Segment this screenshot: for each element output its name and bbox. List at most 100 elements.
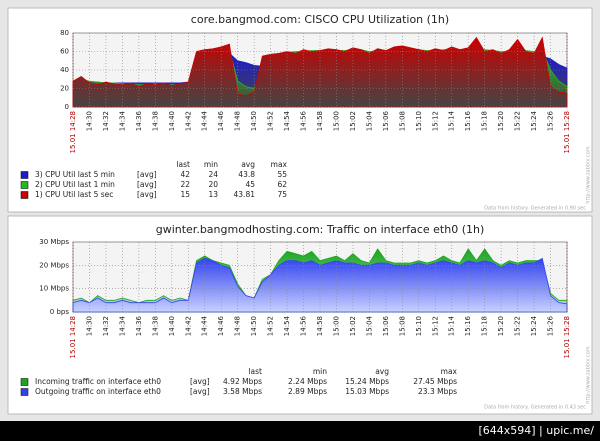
- legend-function: [avg]: [137, 190, 157, 199]
- legend-stat: 75: [277, 190, 287, 199]
- legend-stat: 24: [208, 170, 218, 179]
- legend-function: [avg]: [137, 170, 157, 179]
- legend-function: [avg]: [137, 180, 157, 189]
- x-tick-label: 15:24: [530, 315, 538, 336]
- x-tick-label: 14:52: [267, 111, 275, 131]
- legend-function: [avg]: [190, 387, 210, 396]
- legend-stat: 27.45 Mbps: [413, 377, 457, 386]
- x-tick-label: 15:08: [398, 316, 406, 336]
- legend-header: max: [271, 160, 288, 169]
- x-tick-label: 15:22: [514, 111, 522, 131]
- legend-header: last: [248, 367, 262, 376]
- x-tick-label: 15:26: [547, 315, 555, 336]
- legend-stat: 23.3 Mbps: [418, 387, 457, 396]
- x-tick-label: 14:48: [234, 111, 242, 131]
- y-tick-label: 0: [65, 103, 69, 111]
- chart-title: gwinter.bangmodhosting.com: Traffic on i…: [156, 223, 485, 236]
- x-tick-label: 14:50: [250, 316, 258, 336]
- x-tick-label: 15:10: [415, 316, 423, 336]
- legend-swatch: [20, 378, 29, 386]
- x-tick-label: 14:58: [316, 316, 324, 336]
- x-tick-label: 14:32: [102, 316, 110, 336]
- x-tick-label: 15:06: [382, 110, 390, 131]
- legend-function: [avg]: [190, 377, 210, 386]
- legend-header: min: [204, 160, 218, 169]
- footnote: Data from history. Generated in 0.43 sec: [484, 405, 586, 411]
- legend-name: 3) CPU Util last 5 min: [35, 170, 115, 179]
- x-tick-label: 15:18: [481, 111, 489, 131]
- legend-stat: 15: [180, 190, 190, 199]
- footnote: Data from history. Generated in 0.90 sec: [484, 206, 586, 212]
- footer-text: [644x594] | upic.me/: [478, 424, 594, 437]
- x-tick-label: 14:52: [267, 316, 275, 336]
- x-tick-label: 15:06: [382, 315, 390, 336]
- x-tick-label: 14:38: [151, 316, 159, 336]
- legend-swatch: [20, 181, 29, 189]
- x-tick-label: 14:36: [135, 110, 143, 131]
- legend-stat: 4.92 Mbps: [223, 377, 262, 386]
- footer-bar: [0, 421, 600, 441]
- legend-header: last: [176, 160, 190, 169]
- legend-name: Outgoing traffic on interface eth0: [35, 387, 161, 396]
- x-tick-label: 14:40: [168, 111, 176, 131]
- y-tick-label: 20 Mbps: [39, 261, 69, 269]
- x-tick-label: 14:38: [151, 111, 159, 131]
- watermark: http://www.zabbix.com: [586, 146, 592, 203]
- x-tick-label: 14:54: [283, 110, 291, 131]
- legend-stat: 20: [208, 180, 218, 189]
- y-tick-label: 40: [60, 66, 69, 74]
- legend-stat: 43.81: [234, 190, 256, 199]
- series-area: [72, 257, 568, 313]
- legend-stat: 22: [180, 180, 190, 189]
- legend-stat: 15.03 Mbps: [345, 387, 389, 396]
- legend-stat: 2.24 Mbps: [288, 377, 327, 386]
- x-tick-label: 14:46: [217, 315, 225, 336]
- x-tick-label: 14:50: [250, 111, 258, 131]
- x-tick-label: 15:04: [365, 315, 373, 336]
- legend-swatch: [20, 171, 29, 179]
- x-tick-label: 14:54: [283, 315, 291, 336]
- x-tick-label: 14:32: [102, 111, 110, 131]
- legend-stat: 2.89 Mbps: [288, 387, 327, 396]
- legend-stat: 43.8: [238, 170, 255, 179]
- y-tick-label: 80: [60, 29, 69, 37]
- x-tick-label: 15:24: [530, 110, 538, 131]
- x-tick-label: 15:02: [349, 316, 357, 336]
- legend-header: avg: [241, 160, 255, 169]
- legend-stat: 3.58 Mbps: [223, 387, 262, 396]
- x-tick-label: 14:56: [300, 315, 308, 336]
- x-tick-label: 14:44: [201, 110, 209, 131]
- x-tick-label: 14:56: [300, 110, 308, 131]
- x-tick-label: 15:14: [448, 110, 456, 131]
- legend-stat: 45: [245, 180, 255, 189]
- x-tick-label: 15:16: [464, 110, 472, 131]
- x-tick-label: 15:04: [365, 110, 373, 131]
- legend-stat: 62: [277, 180, 287, 189]
- x-tick-label: 14:34: [118, 110, 126, 131]
- y-tick-label: 30 Mbps: [39, 238, 69, 246]
- x-limit-label: 15.01 15:28: [563, 111, 571, 153]
- y-tick-label: 10 Mbps: [39, 285, 69, 293]
- x-tick-label: 15:10: [415, 111, 423, 131]
- x-tick-label: 15:18: [481, 316, 489, 336]
- x-tick-label: 15:00: [332, 111, 340, 131]
- legend-header: min: [313, 367, 327, 376]
- x-limit-label: 15.01 14:28: [69, 111, 77, 153]
- legend-name: Incoming traffic on interface eth0: [35, 377, 161, 386]
- chart-title: core.bangmod.com: CISCO CPU Utilization …: [191, 13, 449, 26]
- y-tick-label: 60: [60, 48, 69, 56]
- legend-stat: 55: [277, 170, 287, 179]
- x-tick-label: 15:02: [349, 111, 357, 131]
- y-tick-label: 0 bps: [50, 308, 70, 316]
- legend-name: 2) CPU Util last 1 min: [35, 180, 115, 189]
- x-tick-label: 15:12: [431, 316, 439, 336]
- legend-header: avg: [375, 367, 389, 376]
- x-tick-label: 15:08: [398, 111, 406, 131]
- x-tick-label: 14:40: [168, 316, 176, 336]
- x-tick-label: 14:46: [217, 110, 225, 131]
- watermark: http://www.zabbix.com: [586, 346, 592, 403]
- x-tick-label: 14:30: [85, 316, 93, 336]
- x-tick-label: 15:20: [497, 316, 505, 336]
